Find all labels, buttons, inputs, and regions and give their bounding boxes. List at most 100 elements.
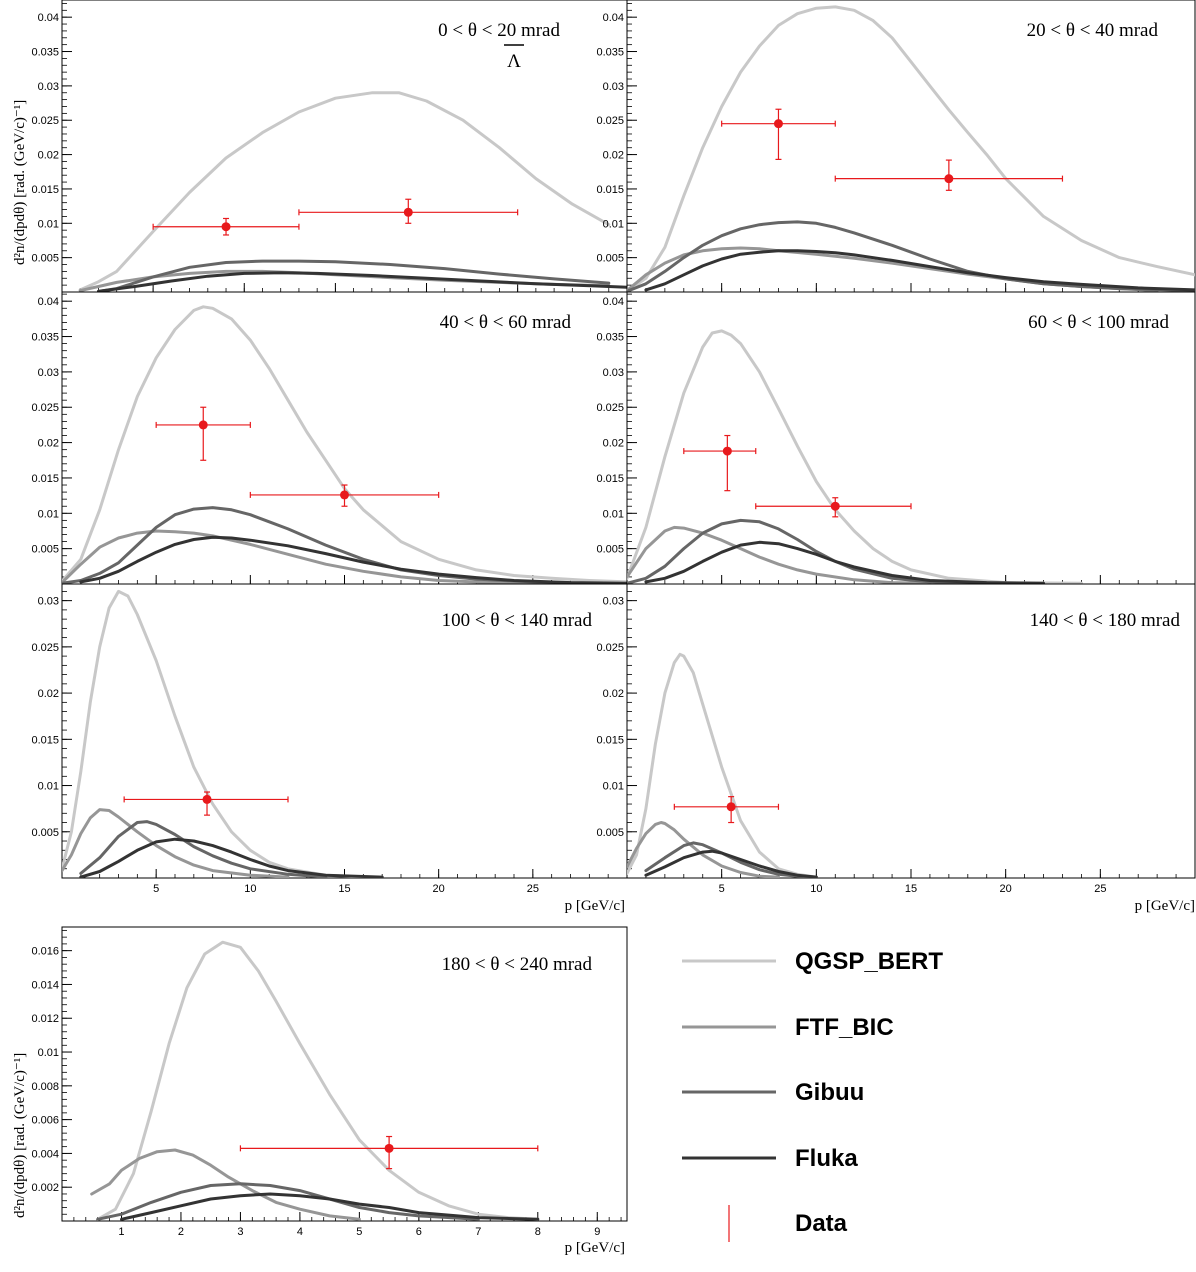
y-tick-label: 0.005 bbox=[596, 253, 624, 265]
series-line-gibuu bbox=[62, 506, 591, 584]
x-tick-label: 4 bbox=[297, 1226, 303, 1238]
data-marker bbox=[944, 174, 954, 184]
x-tick-label: 5 bbox=[356, 1226, 362, 1238]
data-marker bbox=[384, 1143, 394, 1153]
y-tick-label: 0.004 bbox=[31, 1148, 59, 1160]
y-tick-label: 0.01 bbox=[603, 508, 624, 520]
y-tick-label: 0.016 bbox=[31, 946, 59, 958]
series-line-qgsp-bert bbox=[62, 589, 365, 878]
data-marker bbox=[773, 119, 783, 129]
x-tick-label: 5 bbox=[719, 883, 725, 895]
y-tick-label: 0.01 bbox=[38, 218, 59, 230]
legend-label-ftf-bic: FTF_BIC bbox=[795, 1014, 894, 1041]
y-tick-label: 0.04 bbox=[603, 12, 624, 24]
y-tick-label: 0.015 bbox=[31, 473, 59, 485]
x-tick-label: 20 bbox=[1000, 883, 1012, 895]
x-tick-label: 2 bbox=[178, 1226, 184, 1238]
data-point bbox=[683, 434, 757, 492]
y-tick-label: 0.006 bbox=[31, 1115, 59, 1127]
series-line-gibuu bbox=[79, 820, 328, 878]
legend-label-gibuu: Gibuu bbox=[795, 1079, 864, 1106]
panel-frame bbox=[61, 926, 628, 1222]
y-axis-label-bottom: d²n/(dpdθ) [rad. (GeV/c)⁻¹] bbox=[12, 1053, 28, 1218]
series-line-fluka bbox=[79, 837, 384, 878]
x-tick-label: 6 bbox=[416, 1226, 422, 1238]
panel-5: 5 10 15 20 25 0.005 0.01 0.015 0.02 0.025 0.03 100 … bbox=[31, 583, 628, 914]
data-point bbox=[152, 217, 300, 236]
series-line-gibuu bbox=[97, 259, 611, 292]
x-axis-label: p [GeV/c] bbox=[565, 898, 625, 914]
y-tick-label: 0.005 bbox=[596, 827, 624, 839]
series-line-qgsp-bert bbox=[627, 329, 1083, 584]
y-tick-label: 0.035 bbox=[31, 332, 59, 344]
panel-2: 0.005 0.01 0.015 0.02 0.025 0.03 0.035 0.04 20 <… bbox=[596, 0, 1196, 293]
data-marker bbox=[202, 794, 212, 804]
x-tick-label: 5 bbox=[153, 883, 159, 895]
y-tick-label: 0.02 bbox=[38, 688, 59, 700]
panel-1: 0.005 0.01 0.015 0.02 0.025 0.03 0.035 0.04 0 < … bbox=[31, 0, 628, 293]
y-tick-label: 0.035 bbox=[596, 332, 624, 344]
y-tick-label: 0.03 bbox=[603, 367, 624, 379]
y-tick-label: 0.012 bbox=[31, 1013, 59, 1025]
y-tick-label: 0.01 bbox=[38, 1047, 59, 1059]
y-tick-label: 0.04 bbox=[38, 296, 59, 308]
y-tick-label: 0.025 bbox=[31, 115, 59, 127]
panel-3: 0.005 0.01 0.015 0.02 0.025 0.03 0.035 0.04 40 <… bbox=[31, 291, 628, 585]
data-point bbox=[123, 791, 289, 816]
series-line-ftf-bic bbox=[62, 529, 554, 584]
series-line-gibuu bbox=[627, 518, 1008, 584]
y-tick-label: 0.01 bbox=[603, 781, 624, 793]
data-marker bbox=[722, 446, 732, 456]
y-tick-label: 0.025 bbox=[31, 402, 59, 414]
panel-title: 100 < θ < 140 mrad bbox=[442, 610, 593, 631]
series-line-gibuu bbox=[96, 1182, 480, 1221]
y-tick-label: 0.03 bbox=[38, 596, 59, 608]
y-tick-label: 0.005 bbox=[31, 253, 59, 265]
y-tick-label: 0.025 bbox=[596, 402, 624, 414]
data-point bbox=[239, 1135, 539, 1170]
legend-label-qgsp-bert: QGSP_BERT bbox=[795, 948, 943, 975]
y-tick-label: 0.008 bbox=[31, 1081, 59, 1093]
y-tick-label: 0.015 bbox=[596, 184, 624, 196]
data-point bbox=[834, 159, 1064, 191]
x-tick-label: 9 bbox=[594, 1226, 600, 1238]
panel-title: 60 < θ < 100 mrad bbox=[1028, 312, 1169, 333]
series-line-fluka bbox=[120, 1192, 540, 1221]
panel-frame bbox=[626, 291, 1196, 585]
particle-symbol: Λ bbox=[507, 51, 521, 72]
data-point bbox=[155, 406, 251, 461]
y-tick-label: 0.005 bbox=[31, 827, 59, 839]
y-tick-label: 0.015 bbox=[596, 734, 624, 746]
series-line-ftf-bic bbox=[627, 525, 932, 584]
panel-title: 20 < θ < 40 mrad bbox=[1027, 20, 1159, 41]
data-point bbox=[755, 497, 912, 518]
series-line-fluka bbox=[644, 849, 818, 878]
y-tick-label: 0.002 bbox=[31, 1182, 59, 1194]
series-line-ftf-bic bbox=[90, 1148, 361, 1221]
data-marker bbox=[726, 802, 736, 812]
series-line-gibuu bbox=[627, 220, 1195, 292]
x-tick-label: 3 bbox=[237, 1226, 243, 1238]
y-tick-label: 0.025 bbox=[596, 115, 624, 127]
x-tick-label: 10 bbox=[244, 883, 256, 895]
legend-label-data: Data bbox=[795, 1210, 848, 1237]
data-point bbox=[249, 484, 440, 507]
data-point bbox=[721, 108, 836, 160]
y-tick-label: 0.015 bbox=[31, 734, 59, 746]
series-line-fluka bbox=[644, 540, 1045, 584]
x-tick-label: 25 bbox=[527, 883, 539, 895]
data-marker bbox=[830, 501, 840, 511]
series-line-ftf-bic bbox=[62, 808, 290, 878]
x-tick-label: 7 bbox=[475, 1226, 481, 1238]
data-point bbox=[673, 796, 780, 824]
y-tick-label: 0.01 bbox=[38, 781, 59, 793]
series-line-ftf-bic bbox=[627, 821, 780, 878]
y-axis-label-top: d²n/(dpdθ) [rad. (GeV/c)⁻¹] bbox=[12, 100, 28, 265]
panel-frame bbox=[61, 291, 628, 585]
y-tick-label: 0.014 bbox=[31, 979, 59, 991]
x-tick-label: 15 bbox=[338, 883, 350, 895]
y-tick-label: 0.02 bbox=[38, 438, 59, 450]
series-line-qgsp-bert bbox=[62, 305, 627, 584]
